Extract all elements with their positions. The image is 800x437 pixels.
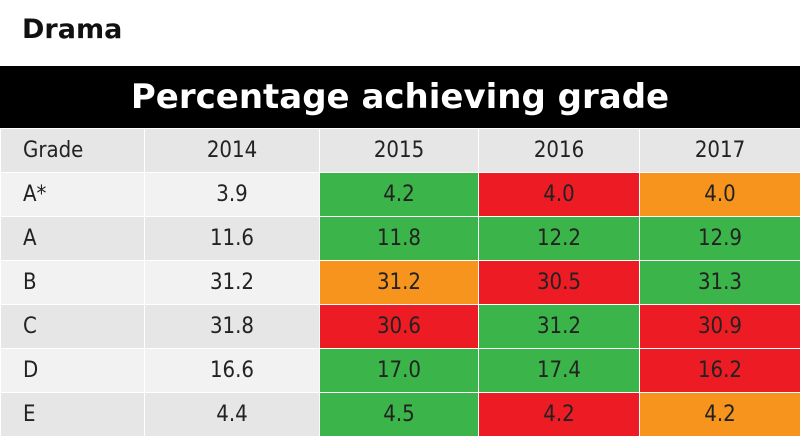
header-row: Grade 2014 2015 2016 2017 [0,128,800,173]
column-header-year: 2015 [319,128,479,173]
grade-table: Grade 2014 2015 2016 2017 A* 3.9 4.2 4.0 4.0… [0,128,800,437]
value-cell-2017: 16.2 [639,348,800,393]
value-cell-2014: 31.8 [144,304,320,349]
table-body: A* 3.9 4.2 4.0 4.0 A 11.6 11.8 12.2 12.9 B 31.2 31.2… [0,172,800,437]
column-header-grade: Grade [0,128,145,173]
column-header-year: 2014 [144,128,320,173]
grade-label-cell: D [0,348,145,393]
value-cell-2015: 4.2 [319,172,479,217]
value-cell-2014: 4.4 [144,392,320,437]
value-cell-2016: 30.5 [478,260,640,305]
table-row: C 31.8 30.6 31.2 30.9 [0,304,800,349]
table-row: E 4.4 4.5 4.2 4.2 [0,392,800,437]
value-cell-2016: 17.4 [478,348,640,393]
value-cell-2016: 4.2 [478,392,640,437]
column-header-year: 2017 [639,128,800,173]
grade-label-cell: C [0,304,145,349]
value-cell-2015: 4.5 [319,392,479,437]
grade-label-cell: A* [0,172,145,217]
value-cell-2017: 4.2 [639,392,800,437]
value-cell-2017: 12.9 [639,216,800,261]
value-cell-2015: 31.2 [319,260,479,305]
column-header-year: 2016 [478,128,640,173]
value-cell-2017: 31.3 [639,260,800,305]
value-cell-2014: 3.9 [144,172,320,217]
value-cell-2017: 4.0 [639,172,800,217]
value-cell-2014: 31.2 [144,260,320,305]
value-cell-2015: 11.8 [319,216,479,261]
table-row: D 16.6 17.0 17.4 16.2 [0,348,800,393]
subject-title: Drama [22,14,123,45]
grade-label-cell: E [0,392,145,437]
table-row: B 31.2 31.2 30.5 31.3 [0,260,800,305]
value-cell-2015: 30.6 [319,304,479,349]
value-cell-2017: 30.9 [639,304,800,349]
value-cell-2014: 16.6 [144,348,320,393]
table-row: A 11.6 11.8 12.2 12.9 [0,216,800,261]
value-cell-2016: 31.2 [478,304,640,349]
value-cell-2016: 4.0 [478,172,640,217]
table-row: A* 3.9 4.2 4.0 4.0 [0,172,800,217]
value-cell-2015: 17.0 [319,348,479,393]
value-cell-2016: 12.2 [478,216,640,261]
grade-label-cell: A [0,216,145,261]
value-cell-2014: 11.6 [144,216,320,261]
table-banner: Percentage achieving grade [0,66,800,128]
grade-label-cell: B [0,260,145,305]
